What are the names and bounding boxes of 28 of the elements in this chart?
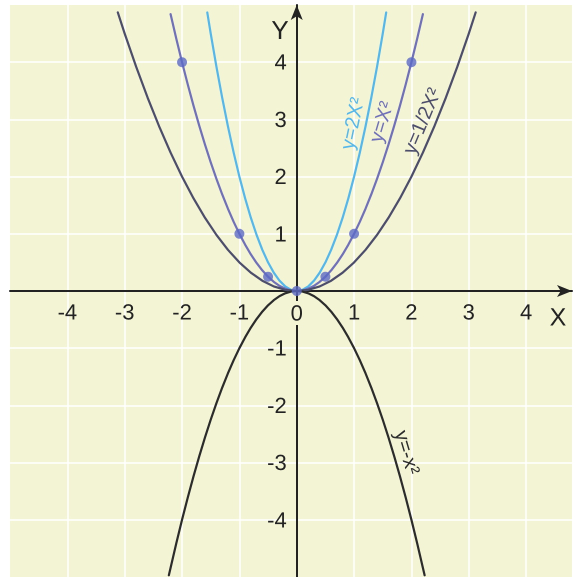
x-tick-label: 2 bbox=[405, 300, 418, 324]
x-tick-label: -4 bbox=[58, 300, 78, 324]
point bbox=[263, 272, 274, 282]
point bbox=[349, 228, 360, 239]
text: y=-x² bbox=[390, 428, 424, 478]
x-axis-title: X bbox=[550, 304, 567, 332]
y-tick-label: -1 bbox=[267, 336, 287, 361]
point bbox=[320, 272, 330, 282]
x-tick-label: -2 bbox=[172, 300, 192, 324]
y-tick-label: 1 bbox=[274, 221, 287, 246]
y-tick-label: -3 bbox=[267, 450, 287, 476]
x-tick-label: 4 bbox=[520, 300, 532, 324]
x-tick-label: -3 bbox=[114, 300, 134, 324]
x-tick-label: 3 bbox=[462, 300, 475, 324]
x-tick-label: 1 bbox=[348, 300, 360, 324]
point bbox=[292, 286, 302, 296]
x-tick-label: 0 bbox=[290, 300, 303, 326]
point bbox=[234, 228, 244, 239]
point bbox=[406, 57, 416, 68]
x-tick-label: -1 bbox=[230, 300, 250, 324]
text: y=1/2X² bbox=[398, 84, 446, 158]
y-tick-label: -4 bbox=[267, 507, 287, 532]
y-tick-label: 4 bbox=[274, 50, 287, 75]
y-tick-label: 2 bbox=[274, 164, 287, 190]
y-tick-label: 3 bbox=[274, 106, 287, 132]
y-axis-title: Y bbox=[271, 15, 289, 45]
y-tick-label: -2 bbox=[267, 392, 287, 418]
point bbox=[177, 57, 188, 68]
